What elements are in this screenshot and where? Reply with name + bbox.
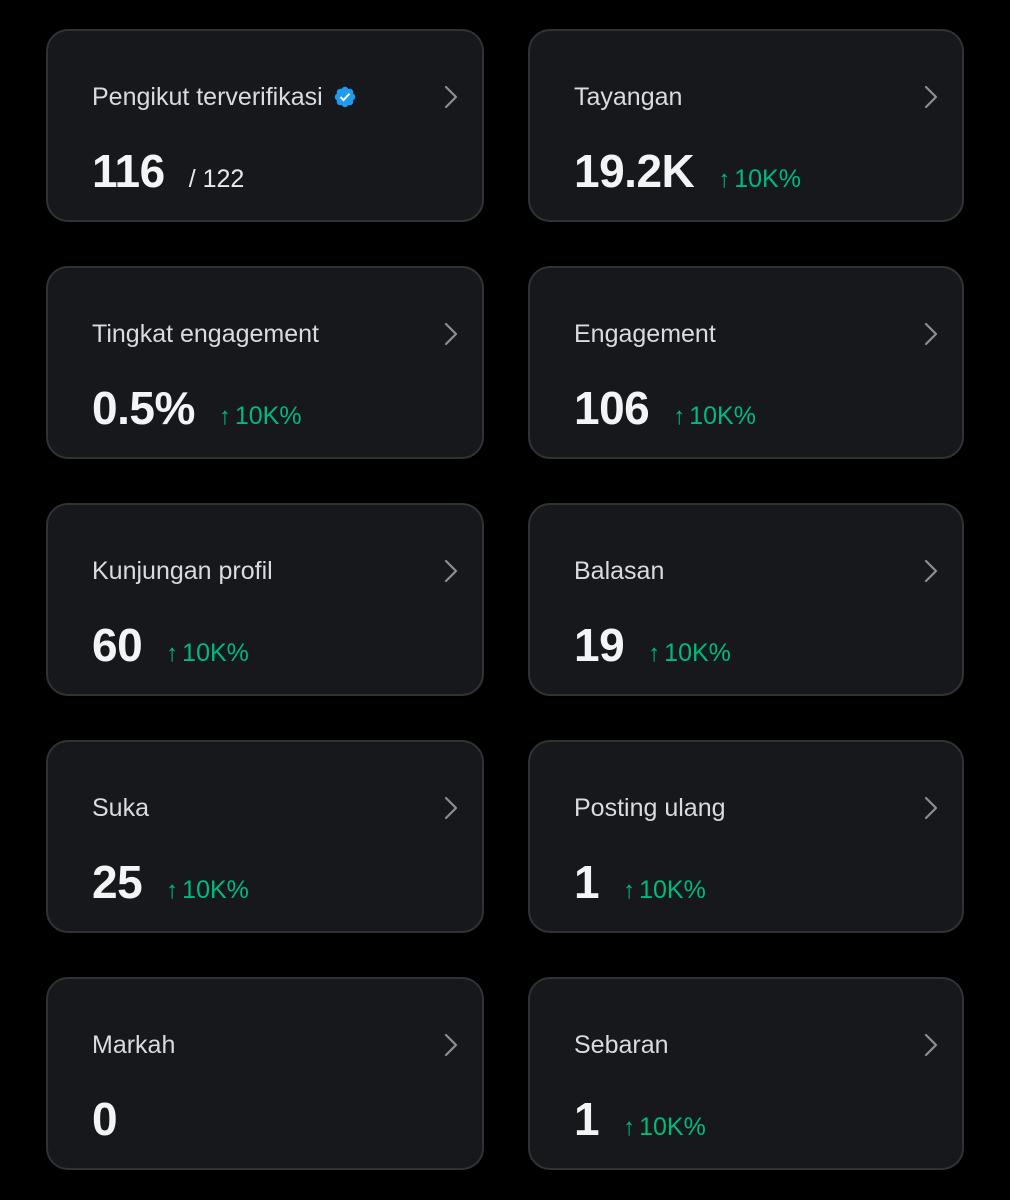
card-title-row: Balasan (574, 555, 664, 587)
value-row: 1 ↑ 10K% (574, 1093, 706, 1145)
card-title: Posting ulang (574, 794, 726, 822)
chevron-right-icon[interactable] (920, 84, 942, 110)
metric-change: ↑ 10K% (673, 402, 756, 431)
chevron-right-icon[interactable] (440, 84, 462, 110)
metric-card-replies[interactable]: Balasan 19 ↑ 10K% (528, 503, 964, 696)
metric-card-likes[interactable]: Suka 25 ↑ 10K% (46, 740, 484, 933)
metric-change: ↑ 10K% (623, 876, 706, 905)
card-title-row: Posting ulang (574, 792, 726, 824)
card-title-row: Pengikut terverifikasi (92, 81, 357, 113)
metric-card-verified-followers[interactable]: Pengikut terverifikasi 116 / 122 (46, 29, 484, 222)
change-value: 10K% (734, 165, 801, 193)
card-title-row: Tingkat engagement (92, 318, 319, 350)
metric-value: 116 (92, 145, 165, 197)
metric-value: 106 (574, 382, 650, 434)
card-title: Balasan (574, 557, 665, 585)
metric-change: ↑ 10K% (219, 402, 302, 431)
verified-badge-icon (334, 86, 355, 108)
chevron-right-icon[interactable] (920, 1032, 942, 1058)
card-title: Tingkat engagement (92, 320, 320, 348)
card-title-row: Engagement (574, 318, 716, 350)
value-row: 25 ↑ 10K% (92, 856, 249, 908)
metric-value: 1 (574, 856, 600, 908)
change-value: 10K% (182, 876, 249, 904)
arrow-up-icon: ↑ (166, 877, 179, 904)
metric-change: ↑ 10K% (648, 639, 731, 668)
change-value: 10K% (639, 1113, 706, 1141)
change-value: 10K% (234, 402, 302, 430)
metric-value: 25 (92, 856, 143, 908)
metric-change: ↑ 10K% (718, 165, 801, 194)
metric-value: 1 (574, 1093, 600, 1145)
value-row: 1 ↑ 10K% (574, 856, 706, 908)
value-row: 116 / 122 (92, 145, 244, 197)
change-value: 10K% (182, 639, 249, 667)
chevron-right-icon[interactable] (440, 795, 462, 821)
metrics-grid: Pengikut terverifikasi 116 / 122 Tayanga… (46, 29, 964, 1170)
card-title: Pengikut terverifikasi (92, 83, 323, 111)
card-title: Suka (92, 794, 149, 822)
chevron-right-icon[interactable] (440, 1032, 462, 1058)
card-title-row: Tayangan (574, 81, 682, 113)
arrow-up-icon: ↑ (166, 640, 179, 667)
arrow-up-icon: ↑ (623, 1114, 636, 1141)
metric-total: / 122 (188, 165, 245, 193)
arrow-up-icon: ↑ (623, 877, 636, 904)
chevron-right-icon[interactable] (920, 558, 942, 584)
card-title: Engagement (574, 320, 716, 348)
metric-card-shares[interactable]: Sebaran 1 ↑ 10K% (528, 977, 964, 1170)
metric-card-engagement[interactable]: Engagement 106 ↑ 10K% (528, 266, 964, 459)
metric-card-engagement-rate[interactable]: Tingkat engagement 0.5% ↑ 10K% (46, 266, 484, 459)
metric-value: 60 (92, 619, 143, 671)
value-row: 19 ↑ 10K% (574, 619, 731, 671)
metric-card-profile-visits[interactable]: Kunjungan profil 60 ↑ 10K% (46, 503, 484, 696)
metric-card-bookmarks[interactable]: Markah 0 (46, 977, 484, 1170)
value-row: 0 (92, 1093, 118, 1145)
metric-card-reposts[interactable]: Posting ulang 1 ↑ 10K% (528, 740, 964, 933)
card-title: Kunjungan profil (92, 557, 273, 585)
value-row: 19.2K ↑ 10K% (574, 145, 801, 197)
arrow-up-icon: ↑ (648, 640, 661, 667)
value-row: 106 ↑ 10K% (574, 382, 756, 434)
change-value: 10K% (664, 639, 731, 667)
arrow-up-icon: ↑ (673, 403, 686, 430)
arrow-up-icon: ↑ (718, 166, 731, 193)
value-row: 0.5% ↑ 10K% (92, 382, 302, 434)
chevron-right-icon[interactable] (440, 558, 462, 584)
metric-value: 0.5% (92, 382, 195, 434)
change-value: 10K% (689, 402, 756, 430)
card-title: Tayangan (574, 83, 683, 111)
metric-change: ↑ 10K% (166, 639, 249, 668)
chevron-right-icon[interactable] (440, 321, 462, 347)
metric-card-views[interactable]: Tayangan 19.2K ↑ 10K% (528, 29, 964, 222)
metric-value: 19.2K (574, 145, 695, 197)
card-title: Markah (92, 1031, 176, 1059)
card-title: Sebaran (574, 1031, 669, 1059)
card-title-row: Sebaran (574, 1029, 669, 1061)
chevron-right-icon[interactable] (920, 321, 942, 347)
card-title-row: Suka (92, 792, 149, 824)
metric-value: 19 (574, 619, 625, 671)
metric-change: ↑ 10K% (166, 876, 249, 905)
card-title-row: Markah (92, 1029, 175, 1061)
chevron-right-icon[interactable] (920, 795, 942, 821)
metric-value: 0 (92, 1093, 118, 1145)
value-row: 60 ↑ 10K% (92, 619, 249, 671)
metric-change: ↑ 10K% (623, 1113, 706, 1142)
change-value: 10K% (639, 876, 706, 904)
arrow-up-icon: ↑ (218, 403, 231, 430)
card-title-row: Kunjungan profil (92, 555, 273, 587)
